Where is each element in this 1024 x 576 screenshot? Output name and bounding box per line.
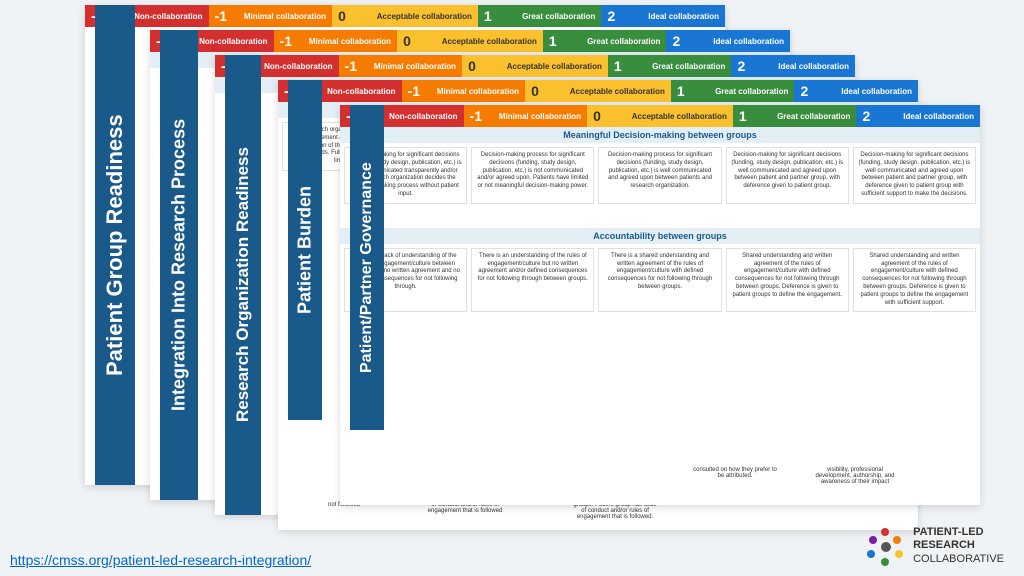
section-accountability: Accountability between groups bbox=[340, 228, 980, 244]
source-link[interactable]: https://cmss.org/patient-led-research-in… bbox=[10, 552, 311, 568]
rating-scale: -2Non-collaboration -1Minimal collaborat… bbox=[150, 30, 790, 52]
section-decision-making: Meaningful Decision-making between group… bbox=[340, 127, 980, 143]
tab-patient-group-readiness[interactable]: Patient Group Readiness bbox=[95, 5, 135, 485]
logo-icon bbox=[865, 526, 905, 566]
logo: PATIENT-LEDRESEARCHCOLLABORATIVE bbox=[865, 526, 1004, 566]
rating-scale: -2Non-collaboration -1Minimal collaborat… bbox=[215, 55, 855, 77]
rating-scale: -2Non-collaboration -1Minimal collaborat… bbox=[278, 80, 918, 102]
rating-scale: -2Non-collaboration -1Minimal collaborat… bbox=[340, 105, 980, 127]
fragment-text: visibility, professional development, au… bbox=[810, 467, 900, 485]
tab-patient-burden[interactable]: Patient Burden bbox=[288, 80, 322, 420]
card-governance: -2Non-collaboration -1Minimal collaborat… bbox=[340, 105, 980, 505]
tab-research-org[interactable]: Research Organization Readiness bbox=[225, 55, 261, 515]
mdm-row: Decision-making for significant decision… bbox=[340, 143, 980, 208]
logo-text: PATIENT-LEDRESEARCHCOLLABORATIVE bbox=[913, 526, 1004, 566]
rating-scale: -2Non-collaboration -1Minimal collaborat… bbox=[85, 5, 725, 27]
ab-row: There is a lack of understanding of the … bbox=[340, 244, 980, 317]
tab-integration[interactable]: Integration Into Research Process bbox=[160, 30, 198, 500]
tab-governance[interactable]: Patient/Partner Governance bbox=[350, 105, 384, 430]
fragment-text: consulted on how they prefer to be attri… bbox=[690, 467, 780, 485]
